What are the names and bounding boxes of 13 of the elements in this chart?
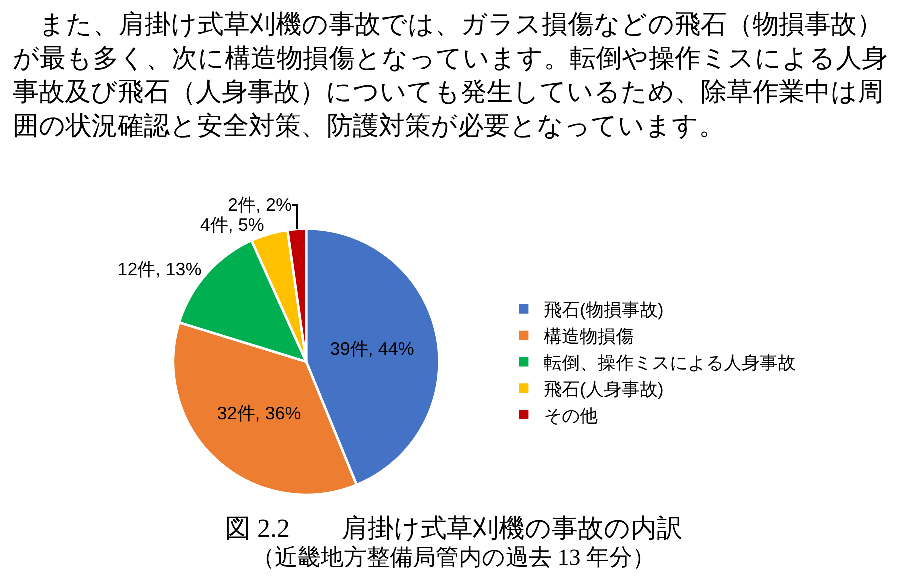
data-label: 12件, 13% (118, 259, 202, 280)
legend-label: その他 (544, 406, 598, 426)
text: 図 2.2 肩掛け式草刈機の事故の内訳 (225, 514, 683, 544)
legend-label: 構造物損傷 (544, 326, 634, 347)
legend-label: 飛石(物損事故) (544, 300, 664, 320)
data-label: 2件, 2% (228, 194, 292, 215)
legend-label: 転倒、操作ミスによる人身事故 (544, 352, 796, 373)
text: （近畿地方整備局管内の過去 13 年分） (252, 545, 656, 570)
data-label: 4件, 5% (200, 214, 264, 235)
data-label: 32件, 36% (217, 404, 302, 424)
text: また、肩掛け式草刈機の事故では、ガラス損傷などの飛石（物損事故）が最も多く、次に構造物損傷となっています。転倒や操作ミスによる人身事故及び飛石（人身事故）についても発生しているため、除草作業中は周囲の状況確認と安全対策、防護対策が必要となっています。 (13, 10, 888, 140)
data-label: 39件, 44% (330, 339, 414, 360)
legend-label: 飛石(人身事故) (544, 379, 664, 400)
